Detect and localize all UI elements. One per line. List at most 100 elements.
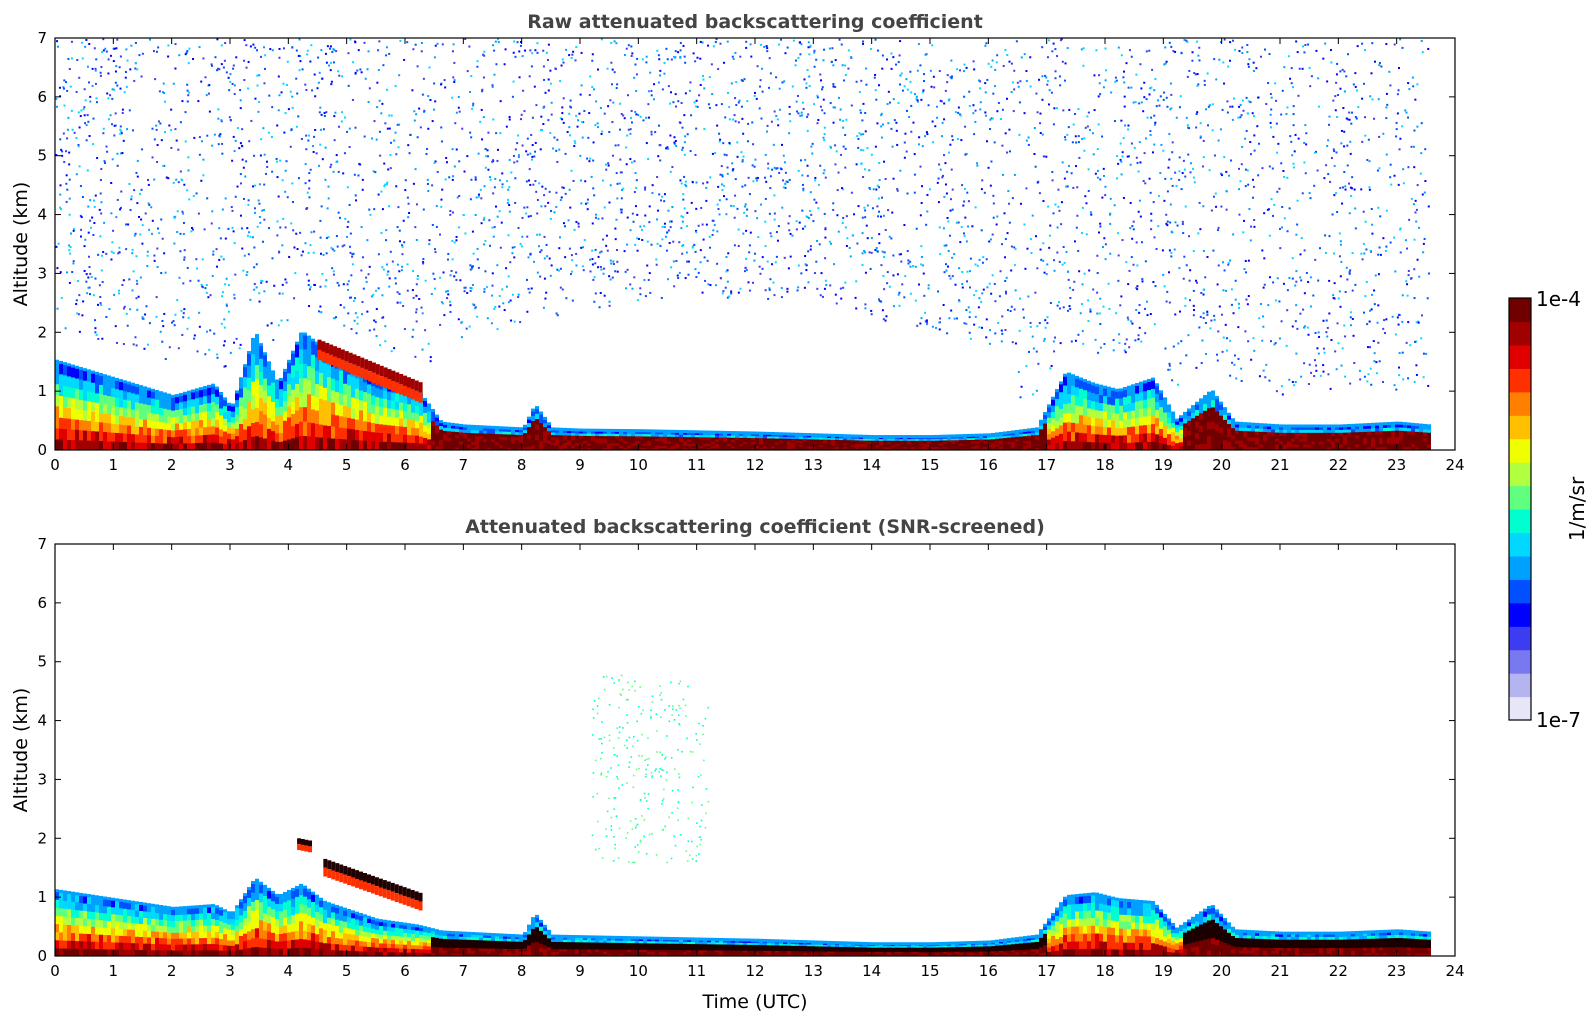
backscatter-cell <box>1187 435 1191 441</box>
layer-edge-cell <box>1359 423 1363 427</box>
backscatter-cell <box>807 444 811 447</box>
noise-speckle <box>979 108 982 111</box>
noise-speckle <box>1412 145 1415 148</box>
backscatter-cell <box>995 448 999 450</box>
backscatter-cell <box>1419 431 1423 436</box>
noise-speckle <box>647 278 650 281</box>
backscatter-cell <box>987 444 991 447</box>
backscatter-cell <box>1139 400 1143 410</box>
backscatter-cell <box>475 432 479 437</box>
noise-speckle <box>347 52 350 55</box>
backscatter-cell <box>987 446 991 449</box>
backscatter-cell <box>1399 430 1403 435</box>
backscatter-cell <box>855 448 859 450</box>
backscatter-cell <box>903 445 907 448</box>
backscatter-cell <box>707 436 711 440</box>
backscatter-cell <box>963 436 967 439</box>
backscatter-cell <box>411 412 415 421</box>
backscatter-cell <box>127 441 131 450</box>
backscatter-cell <box>79 429 83 441</box>
backscatter-cell <box>199 396 203 405</box>
backscatter-cell <box>1315 426 1319 430</box>
backscatter-cell <box>1267 443 1271 448</box>
noise-speckle <box>961 184 964 187</box>
backscatter-cell <box>1235 443 1239 448</box>
noise-speckle <box>686 133 689 136</box>
noise-speckle <box>1291 277 1294 280</box>
backscatter-cell <box>867 448 871 450</box>
noise-speckle <box>218 227 221 230</box>
noise-speckle <box>497 41 500 44</box>
backscatter-cell <box>1031 434 1035 438</box>
backscatter-cell <box>215 388 219 397</box>
noise-speckle <box>1142 110 1145 113</box>
noise-speckle <box>764 176 767 179</box>
backscatter-cell <box>955 448 959 450</box>
noise-speckle <box>883 288 886 291</box>
noise-speckle <box>1245 298 1248 301</box>
backscatter-cell <box>431 420 435 427</box>
noise-speckle <box>874 248 877 251</box>
backscatter-cell <box>143 434 147 443</box>
backscatter-cell <box>1127 387 1131 396</box>
backscatter-cell <box>1143 407 1147 417</box>
backscatter-cell <box>883 448 887 450</box>
layer-edge-cell <box>915 435 919 439</box>
backscatter-cell <box>1215 404 1219 412</box>
backscatter-cell <box>99 412 103 423</box>
backscatter-cell <box>1111 442 1115 450</box>
backscatter-cell <box>583 440 587 444</box>
backscatter-cell <box>147 404 151 413</box>
backscatter-cell <box>603 440 607 444</box>
noise-speckle <box>172 320 175 323</box>
layer-edge-cell <box>1135 382 1139 386</box>
backscatter-cell <box>703 447 707 450</box>
backscatter-cell <box>955 438 959 441</box>
noise-speckle <box>388 205 391 208</box>
noise-speckle <box>264 54 267 57</box>
noise-speckle <box>725 198 728 201</box>
backscatter-cell <box>1343 426 1347 430</box>
layer-edge-cell <box>1123 387 1127 391</box>
backscatter-cell <box>511 428 515 433</box>
backscatter-cell <box>1067 393 1071 404</box>
backscatter-cell <box>75 408 79 420</box>
backscatter-cell <box>431 435 435 441</box>
noise-speckle <box>429 360 432 363</box>
backscatter-cell <box>627 447 631 450</box>
noise-speckle <box>517 134 520 137</box>
noise-speckle <box>769 187 772 190</box>
noise-speckle <box>414 43 417 46</box>
noise-speckle <box>893 119 896 122</box>
backscatter-cell <box>351 428 355 440</box>
backscatter-cell <box>1207 407 1211 416</box>
noise-speckle <box>64 327 67 330</box>
noise-speckle <box>823 287 826 290</box>
noise-speckle <box>785 180 788 183</box>
backscatter-cell <box>659 436 663 439</box>
noise-speckle <box>174 67 177 70</box>
backscatter-cell <box>455 428 459 433</box>
noise-speckle <box>802 189 805 192</box>
backscatter-cell <box>939 441 943 444</box>
backscatter-cell <box>859 443 863 446</box>
backscatter-cell <box>763 447 767 450</box>
noise-speckle <box>294 272 297 275</box>
backscatter-cell <box>615 430 619 434</box>
noise-speckle <box>1265 102 1268 105</box>
backscatter-cell <box>571 445 575 449</box>
noise-speckle <box>765 180 768 183</box>
backscatter-cell <box>1131 386 1135 395</box>
noise-speckle <box>186 83 189 86</box>
backscatter-cell <box>411 404 415 413</box>
noise-speckle <box>1277 142 1280 145</box>
backscatter-cell <box>1151 441 1155 450</box>
backscatter-cell <box>735 441 739 445</box>
backscatter-cell <box>1383 437 1387 441</box>
noise-speckle <box>491 85 494 88</box>
noise-speckle <box>1134 339 1137 342</box>
backscatter-cell <box>987 437 991 440</box>
backscatter-cell <box>259 358 263 372</box>
noise-speckle <box>1164 46 1167 49</box>
backscatter-cell <box>215 442 219 450</box>
